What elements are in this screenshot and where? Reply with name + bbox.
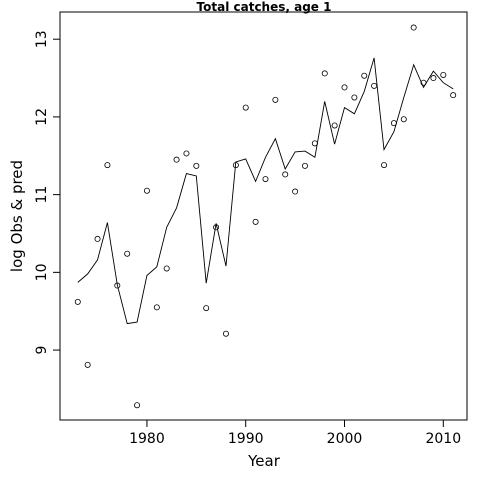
observed-point bbox=[84, 361, 91, 368]
observed-point bbox=[371, 82, 378, 89]
x-axis-label: Year bbox=[247, 452, 281, 470]
observed-point bbox=[440, 71, 447, 78]
y-tick-label: 11 bbox=[34, 186, 50, 204]
observed-point bbox=[430, 75, 437, 82]
y-tick-label: 13 bbox=[34, 30, 50, 48]
observed-point bbox=[114, 282, 121, 289]
chart-title: Total catches, age 1 bbox=[197, 0, 332, 14]
observed-point bbox=[420, 79, 427, 86]
observed-point bbox=[262, 176, 269, 183]
y-axis: 9 10 11 12 13 bbox=[34, 30, 60, 355]
x-tick-label: 2010 bbox=[425, 431, 461, 447]
observed-point bbox=[282, 171, 289, 178]
observed-point bbox=[410, 24, 417, 31]
observed-point bbox=[351, 94, 358, 101]
observed-point bbox=[213, 224, 220, 231]
observed-point bbox=[311, 140, 318, 147]
predicted-line bbox=[77, 57, 454, 325]
observed-point bbox=[381, 162, 388, 169]
observed-point bbox=[301, 162, 308, 169]
observed-point bbox=[341, 84, 348, 91]
observed-point bbox=[173, 156, 180, 163]
y-tick-label: 9 bbox=[34, 346, 50, 355]
observed-point bbox=[361, 72, 368, 79]
observed-point bbox=[134, 402, 141, 409]
observed-point bbox=[104, 162, 111, 169]
observed-point bbox=[252, 218, 259, 225]
observed-point bbox=[232, 162, 239, 169]
plot-area bbox=[74, 24, 457, 409]
observed-point bbox=[400, 116, 407, 123]
observed-point bbox=[331, 122, 338, 129]
x-tick-label: 2000 bbox=[327, 431, 363, 447]
observed-point bbox=[390, 120, 397, 127]
observed-point bbox=[74, 298, 81, 305]
y-axis-label: log Obs & pred bbox=[8, 160, 26, 272]
observed-point bbox=[450, 92, 457, 99]
y-tick-label: 10 bbox=[34, 263, 50, 281]
x-axis: 1980 1990 2000 2010 bbox=[129, 420, 461, 447]
observed-point bbox=[193, 162, 200, 169]
observed-point bbox=[153, 304, 160, 311]
observed-point bbox=[124, 250, 131, 257]
observed-point bbox=[321, 70, 328, 77]
observed-point bbox=[183, 150, 190, 157]
observed-point bbox=[94, 235, 101, 242]
observed-point bbox=[292, 188, 299, 195]
observed-point bbox=[222, 330, 229, 337]
plot-frame bbox=[59, 11, 468, 421]
observed-point bbox=[163, 265, 170, 272]
observed-point bbox=[203, 305, 210, 312]
y-tick-label: 12 bbox=[34, 108, 50, 126]
observed-point bbox=[143, 187, 150, 194]
x-tick-label: 1980 bbox=[129, 431, 165, 447]
observed-point bbox=[272, 96, 279, 103]
x-tick-label: 1990 bbox=[228, 431, 264, 447]
observed-point bbox=[242, 104, 249, 111]
